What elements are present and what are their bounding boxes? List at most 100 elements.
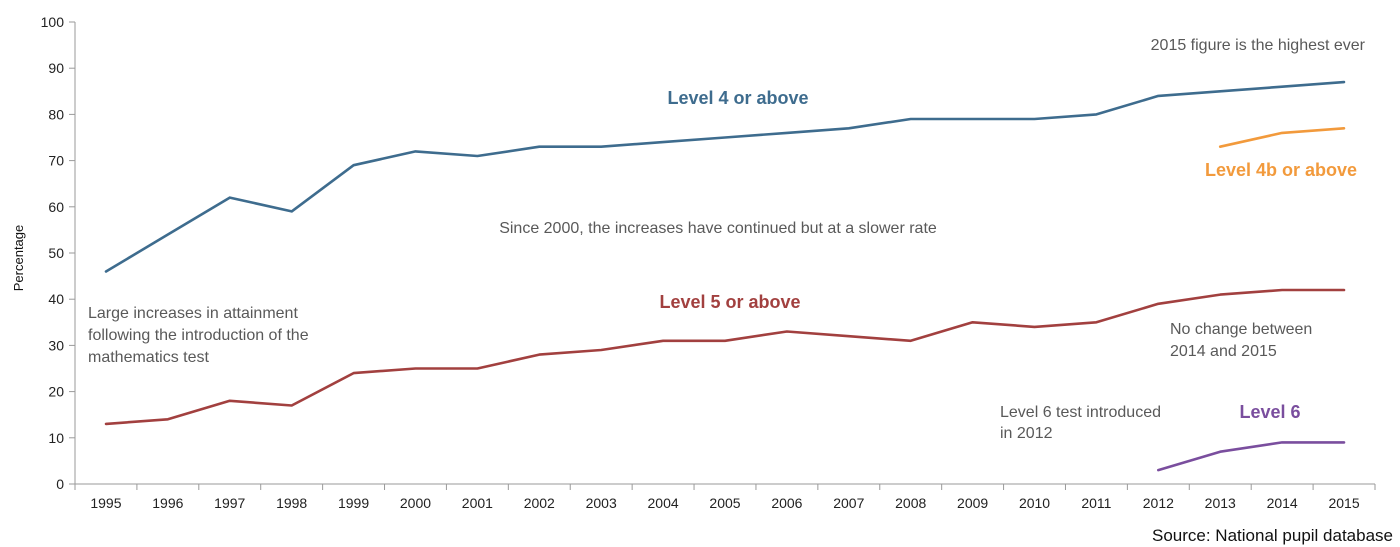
annotation: Large increases in attainment following t… [88, 305, 309, 366]
annotation-line: 2014 and 2015 [1170, 343, 1277, 360]
data-point [847, 126, 851, 130]
series-label: Level 5 or above [659, 292, 800, 312]
x-tick-label: 1998 [276, 495, 307, 511]
data-point [1342, 440, 1346, 444]
y-tick-label: 30 [48, 337, 64, 353]
x-tick-label: 2004 [648, 495, 679, 511]
data-point [413, 149, 417, 153]
y-tick-label: 50 [48, 245, 64, 261]
annotation-line: 2015 figure is the highest ever [1151, 37, 1366, 54]
annotation-line: following the introduction of the [88, 327, 309, 344]
x-tick-label: 2008 [895, 495, 926, 511]
data-point [599, 348, 603, 352]
x-tick-label: 2009 [957, 495, 988, 511]
data-point [475, 154, 479, 158]
data-point [1342, 80, 1346, 84]
series-line-1 [1218, 127, 1346, 148]
data-point [537, 145, 541, 149]
data-point [1280, 85, 1284, 89]
data-point [785, 131, 789, 135]
data-point [909, 339, 913, 343]
data-point [475, 367, 479, 371]
x-tick-label: 2012 [1143, 495, 1174, 511]
annotation-line: mathematics test [88, 349, 209, 366]
y-tick-label: 0 [56, 476, 64, 492]
annotation: No change between 2014 and 2015 [1170, 321, 1312, 360]
x-tick-label: 1995 [90, 495, 121, 511]
source-note: Source: National pupil database [1152, 526, 1393, 545]
series-label: Level 6 [1239, 402, 1300, 422]
data-point [352, 371, 356, 375]
y-tick-label: 20 [48, 384, 64, 400]
data-point [1280, 440, 1284, 444]
y-tick-label: 40 [48, 291, 64, 307]
data-point [723, 339, 727, 343]
series-label: Level 4b or above [1205, 160, 1357, 180]
x-tick-label: 1996 [152, 495, 183, 511]
data-point [166, 233, 170, 237]
x-tick-label: 2001 [462, 495, 493, 511]
data-point [1218, 293, 1222, 297]
annotation-line: Level 6 test introduced [1000, 404, 1161, 421]
data-point [1094, 112, 1098, 116]
x-tick-label: 2013 [1205, 495, 1236, 511]
series-line-0 [104, 80, 1346, 273]
x-tick-label: 2000 [400, 495, 431, 511]
labels: Level 4 or above Level 4b or above Level 5… [88, 37, 1393, 545]
data-point [785, 330, 789, 334]
annotation-line: Since 2000, the increases have continued… [499, 220, 937, 237]
annotation-line: in 2012 [1000, 425, 1053, 442]
data-point [971, 117, 975, 121]
data-point [1218, 450, 1222, 454]
data-point [1280, 131, 1284, 135]
data-point [1218, 89, 1222, 93]
series-line-2 [104, 288, 1346, 426]
x-tick-label: 1999 [338, 495, 369, 511]
x-tick-label: 2015 [1328, 495, 1359, 511]
data-point [1156, 302, 1160, 306]
y-tick-label: 10 [48, 430, 64, 446]
data-point [104, 422, 108, 426]
annotation-line: No change between [1170, 321, 1312, 338]
data-point [1033, 325, 1037, 329]
data-point [290, 403, 294, 407]
data-point [847, 334, 851, 338]
data-point [166, 417, 170, 421]
data-point [104, 269, 108, 273]
data-point [909, 117, 913, 121]
data-point [599, 145, 603, 149]
data-point [1156, 468, 1160, 472]
series-lines [104, 80, 1346, 472]
y-axis-label: Percentage [11, 225, 26, 292]
data-point [1094, 320, 1098, 324]
series-line-3 [1157, 441, 1346, 472]
data-point [290, 209, 294, 213]
data-point [413, 367, 417, 371]
x-tick-label: 1997 [214, 495, 245, 511]
y-tick-label: 100 [41, 14, 65, 30]
x-tick-label: 2014 [1267, 495, 1298, 511]
x-tick-label: 2006 [771, 495, 802, 511]
annotation: Since 2000, the increases have continued… [499, 220, 937, 237]
x-tick-label: 2003 [586, 495, 617, 511]
y-tick-label: 70 [48, 153, 64, 169]
data-point [661, 339, 665, 343]
data-point [537, 353, 541, 357]
data-point [971, 320, 975, 324]
axes: 0 10 20 30 40 50 60 70 80 90 100 1995 1996 1997 1998 19… [11, 14, 1376, 511]
x-tick-label: 2002 [524, 495, 555, 511]
x-tick-label: 2005 [709, 495, 740, 511]
annotation: Level 6 test introduced in 2012 [1000, 404, 1161, 442]
x-tick-label: 2010 [1019, 495, 1050, 511]
annotation-line: Large increases in attainment [88, 305, 298, 322]
data-point [1280, 288, 1284, 292]
x-tick-label: 2007 [833, 495, 864, 511]
data-point [1342, 126, 1346, 130]
y-tick-label: 90 [48, 60, 64, 76]
y-tick-label: 60 [48, 199, 64, 215]
x-tick-label: 2011 [1081, 495, 1111, 511]
data-point [1156, 94, 1160, 98]
data-point [352, 163, 356, 167]
series-label: Level 4 or above [667, 88, 808, 108]
